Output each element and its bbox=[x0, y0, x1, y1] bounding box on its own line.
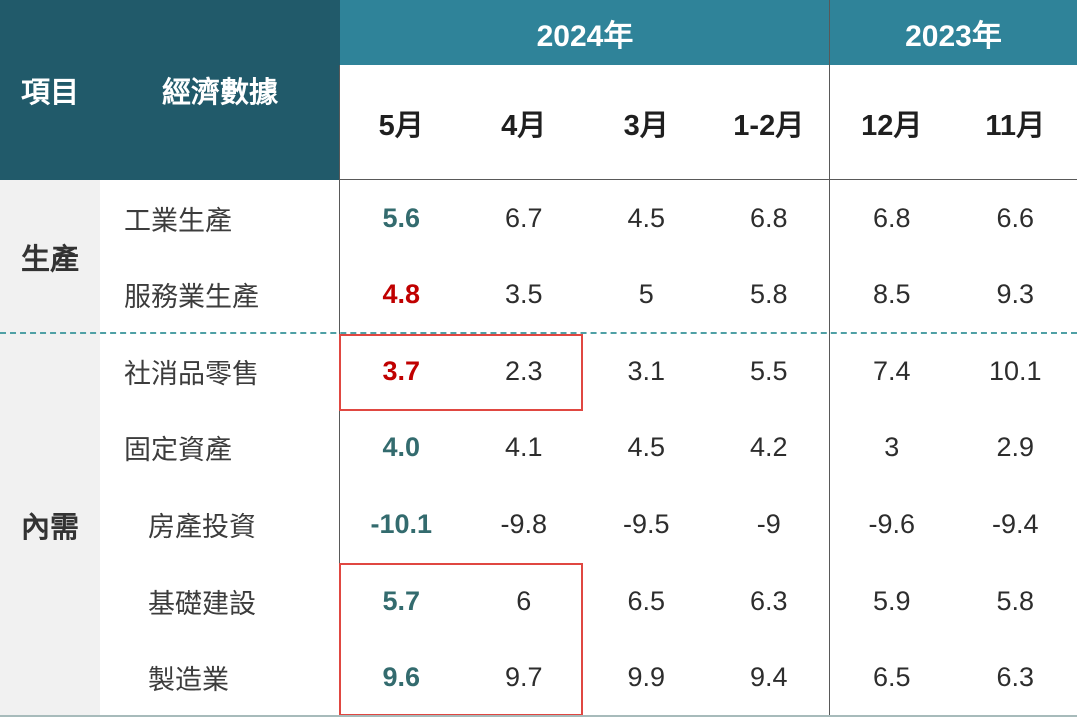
row-label: 社消品零售 bbox=[124, 358, 259, 389]
value-cell: 6.3 bbox=[996, 662, 1035, 693]
value-cell: 9.4 bbox=[749, 662, 788, 693]
year-2023-label: 2023年 bbox=[905, 19, 1002, 53]
row-label: 工業生產 bbox=[124, 205, 232, 236]
value-cell: 2.3 bbox=[504, 355, 543, 386]
header-bottom-line bbox=[340, 179, 1077, 180]
value-cell: -9.4 bbox=[991, 509, 1039, 540]
indicator-column-header: 經濟數據 bbox=[161, 77, 278, 109]
value-cell: 4.0 bbox=[382, 432, 421, 463]
table-row: 製造業 9.6 9.7 9.9 9.4 6.5 6.3 bbox=[0, 639, 1077, 716]
value-cell: 3 bbox=[884, 432, 900, 463]
value-cell: 5.6 bbox=[382, 202, 421, 233]
value-cell: 3.7 bbox=[382, 355, 421, 386]
value-cell: 6 bbox=[516, 585, 532, 616]
value-cell: -9.8 bbox=[500, 509, 548, 540]
table-row: 固定資產 4.0 4.1 4.5 4.2 3 2.9 bbox=[0, 410, 1077, 487]
value-cell: 6.3 bbox=[749, 585, 788, 616]
value-cell: 6.5 bbox=[627, 585, 666, 616]
value-cell: 5.7 bbox=[382, 585, 421, 616]
table-row: 工業生產 5.6 6.7 4.5 6.8 6.8 6.6 bbox=[0, 180, 1077, 257]
value-cell: -9.5 bbox=[622, 509, 670, 540]
value-cell: 2.9 bbox=[996, 432, 1035, 463]
value-cell: 7.4 bbox=[872, 355, 911, 386]
month-header-may: 5月 bbox=[378, 109, 424, 142]
row-label: 基礎建設 bbox=[148, 588, 256, 619]
value-cell: 6.7 bbox=[504, 202, 543, 233]
value-cell: 5 bbox=[638, 279, 654, 310]
year-divider-line bbox=[829, 0, 830, 716]
table-bottom-border bbox=[0, 715, 1077, 717]
value-cell: 8.5 bbox=[872, 279, 911, 310]
value-cell: 4.1 bbox=[504, 432, 543, 463]
value-cell: 5.9 bbox=[872, 585, 911, 616]
table-body: 工業生產 5.6 6.7 4.5 6.8 6.8 6.6 服務業生產 4.8 3… bbox=[0, 180, 1077, 716]
highlight-box-infra-manufacturing bbox=[339, 563, 583, 716]
value-cell: 6.6 bbox=[996, 202, 1035, 233]
table-row: 基礎建設 5.7 6 6.5 6.3 5.9 5.8 bbox=[0, 563, 1077, 640]
month-header-nov: 11月 bbox=[985, 109, 1046, 142]
value-cell: 6.8 bbox=[749, 202, 788, 233]
value-cell: -10.1 bbox=[370, 509, 433, 540]
month-header-dec: 12月 bbox=[861, 109, 923, 142]
month-header-apr: 4月 bbox=[501, 109, 547, 142]
group-label-domestic-demand: 內需 bbox=[20, 511, 79, 544]
value-cell: 9.3 bbox=[996, 279, 1035, 310]
value-cell: 4.5 bbox=[627, 432, 666, 463]
month-header-mar: 3月 bbox=[623, 109, 669, 142]
value-cell: 4.5 bbox=[627, 202, 666, 233]
value-cell: 5.8 bbox=[749, 279, 788, 310]
year-band-2024: 2024年 bbox=[340, 0, 830, 65]
corner-header: 項目 經濟數據 bbox=[0, 0, 340, 180]
value-cell: 5.5 bbox=[749, 355, 788, 386]
value-cell: -9.6 bbox=[868, 509, 916, 540]
value-cell: 9.6 bbox=[382, 662, 421, 693]
value-cell: 4.8 bbox=[382, 279, 421, 310]
value-cell: 9.7 bbox=[504, 662, 543, 693]
value-cell: 6.8 bbox=[872, 202, 911, 233]
year-band-2023: 2023年 bbox=[830, 0, 1077, 65]
group-column-background bbox=[0, 180, 100, 716]
group-label-production: 生產 bbox=[20, 243, 79, 276]
item-column-header: 項目 bbox=[20, 77, 79, 109]
value-cell: 5.8 bbox=[996, 585, 1035, 616]
table-row: 社消品零售 3.7 2.3 3.1 5.5 7.4 10.1 bbox=[0, 333, 1077, 410]
row-label: 服務業生產 bbox=[124, 282, 259, 313]
group-dashed-separator bbox=[0, 332, 1077, 334]
year-2024-label: 2024年 bbox=[536, 19, 634, 53]
month-header-jan-feb: 1-2月 bbox=[733, 109, 805, 142]
row-label: 房產投資 bbox=[148, 512, 256, 543]
row-label: 固定資產 bbox=[124, 435, 232, 466]
month-header-row: 5月 4月 3月 1-2月 12月 11月 bbox=[340, 65, 1077, 180]
value-cell: 4.2 bbox=[749, 432, 788, 463]
row-label: 製造業 bbox=[148, 665, 229, 696]
table-row: 服務業生產 4.8 3.5 5 5.8 8.5 9.3 bbox=[0, 257, 1077, 334]
value-cell: 6.5 bbox=[872, 662, 911, 693]
value-cell: 9.9 bbox=[627, 662, 666, 693]
value-cell: 10.1 bbox=[988, 355, 1042, 386]
table-row: 房產投資 -10.1 -9.8 -9.5 -9 -9.6 -9.4 bbox=[0, 486, 1077, 563]
value-cell: -9 bbox=[756, 509, 781, 540]
highlight-box-retail bbox=[339, 334, 583, 411]
value-cell: 3.1 bbox=[627, 355, 666, 386]
value-cell: 3.5 bbox=[504, 279, 543, 310]
